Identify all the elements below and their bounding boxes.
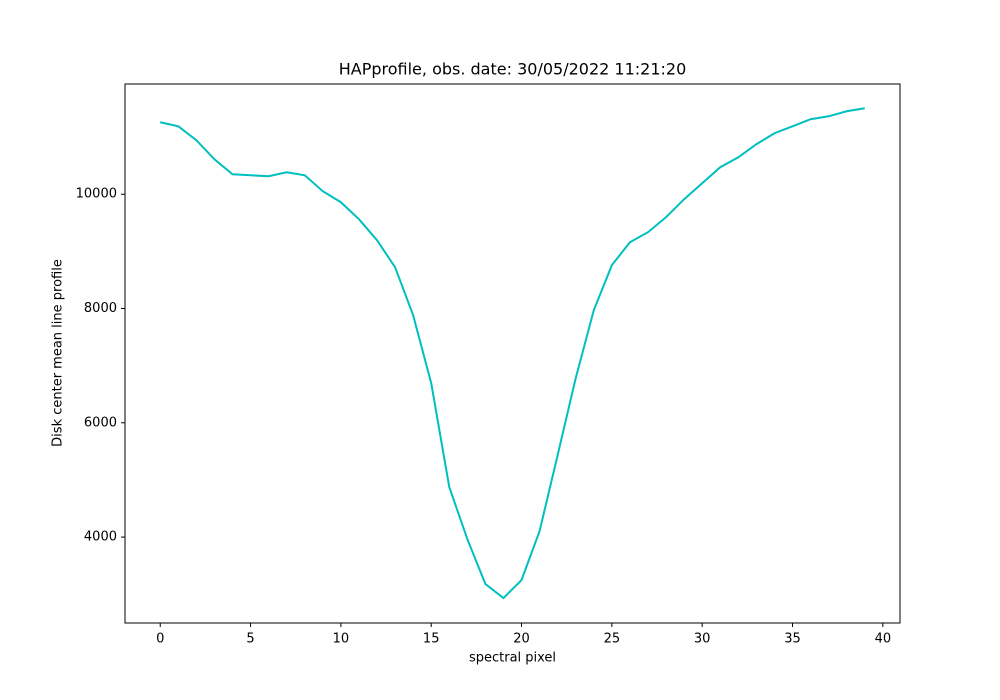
data-line [160,107,865,600]
y-axis-label: Disk center mean line profile [51,259,66,447]
x-tick-label: 10 [333,632,350,647]
x-tick-label: 40 [875,632,892,647]
x-tick-label: 20 [513,632,530,647]
x-tick-label: 0 [156,632,164,647]
y-tick-label: 8000 [84,301,117,316]
y-tick-label: 4000 [84,530,117,545]
x-tick-label: 15 [423,632,440,647]
chart-title: HAPprofile, obs. date: 30/05/2022 11:21:… [339,60,687,79]
y-tick-label: 6000 [84,415,117,430]
y-tick-label: 10000 [76,187,117,202]
plot-frame [124,83,901,624]
x-axis-label: spectral pixel [469,651,556,666]
x-tick-label: 35 [784,632,801,647]
x-tick-label: 5 [246,632,254,647]
x-tick-label: 30 [694,632,711,647]
x-tick-label: 25 [604,632,621,647]
